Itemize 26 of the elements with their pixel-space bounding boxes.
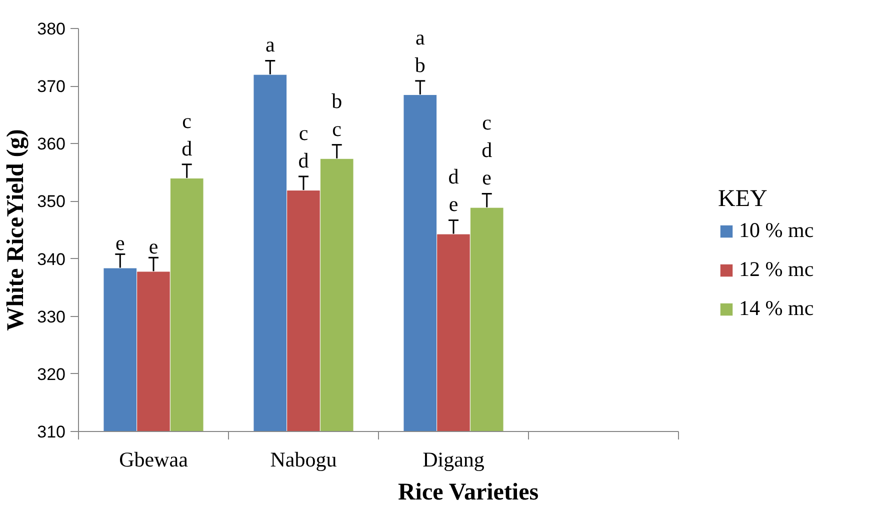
x-tick-label: Nabogu bbox=[270, 448, 338, 472]
x-axis-title: Rice Varieties bbox=[398, 480, 539, 506]
x-tick-label: Digang bbox=[422, 448, 485, 472]
y-tick-label: 370 bbox=[37, 77, 66, 96]
data-label: e bbox=[148, 234, 158, 259]
data-label: c d e bbox=[482, 110, 493, 190]
legend-label: 14 % mc bbox=[739, 296, 814, 321]
data-label: d e bbox=[448, 164, 460, 216]
y-tick-label: 350 bbox=[37, 192, 66, 212]
y-tick-label: 360 bbox=[37, 134, 66, 154]
y-tick-label: 320 bbox=[37, 364, 66, 384]
legend-label: 10 % mc bbox=[739, 218, 814, 243]
data-label: e bbox=[115, 231, 125, 256]
legend-label: 12 % mc bbox=[739, 257, 814, 282]
data-label: c d bbox=[298, 120, 310, 172]
x-tick-label: Gbewaa bbox=[119, 448, 189, 472]
data-label: a b bbox=[414, 25, 426, 77]
y-tick-label: 330 bbox=[37, 307, 66, 326]
y-tick-label: 310 bbox=[37, 422, 66, 442]
y-axis-title: White RiceYield (g) bbox=[3, 129, 30, 331]
y-tick-label: 380 bbox=[37, 20, 66, 38]
data-label: c d bbox=[182, 108, 193, 160]
legend-title: KEY bbox=[718, 186, 768, 213]
data-label: b c bbox=[332, 89, 342, 141]
data-label: a bbox=[265, 32, 276, 57]
y-tick-label: 340 bbox=[37, 250, 66, 269]
